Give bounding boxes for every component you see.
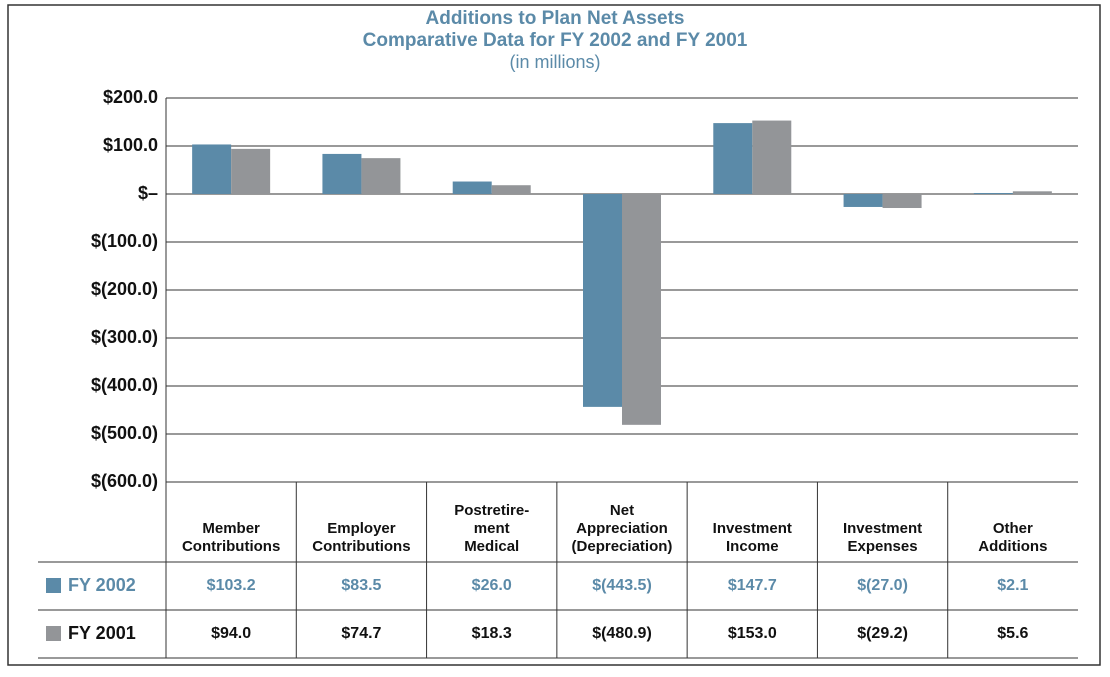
x-tick-label: Investment Expenses (842, 520, 923, 555)
value-label: $74.7 (341, 625, 382, 642)
bar (452, 181, 492, 194)
value-label: $18.3 (471, 625, 512, 642)
value-label: $(443.5) (592, 577, 652, 594)
y-tick-label: $– (137, 183, 158, 203)
bar (491, 185, 531, 194)
x-tick-label: Investment Income (712, 520, 792, 555)
bar (973, 192, 1013, 194)
frame (7, 4, 1101, 666)
x-tick-label: Net Appreciation (Depreciation) (571, 502, 673, 555)
legend-label: FY 2001 (68, 623, 136, 643)
bar (752, 120, 792, 194)
bar (231, 148, 271, 194)
y-tick-label: $200.0 (102, 87, 158, 107)
bar (583, 194, 622, 407)
bar (843, 194, 883, 207)
value-label: $2.1 (997, 577, 1029, 594)
chart-subtitle: Comparative Data for FY 2002 and FY 2001 (362, 30, 748, 51)
value-label: $(27.0) (857, 577, 908, 594)
bar (1012, 191, 1052, 194)
value-label: $147.7 (727, 577, 777, 594)
legend-swatch (46, 626, 61, 641)
x-tick-label: Member Contributions (181, 520, 281, 555)
value-label: $5.6 (997, 625, 1029, 642)
y-tick-label: $(100.0) (90, 231, 158, 251)
legend-swatch (46, 578, 61, 593)
value-label: $26.0 (471, 577, 512, 594)
bar (622, 194, 661, 425)
value-label: $(29.2) (857, 625, 908, 642)
y-tick-label: $(500.0) (90, 423, 158, 443)
value-label: $94.0 (211, 625, 252, 642)
value-label: $103.2 (206, 577, 256, 594)
bar (713, 123, 753, 194)
x-tick-label: Postretire- ment Medical (454, 502, 530, 555)
chart-title: Additions to Plan Net Assets (425, 8, 685, 29)
y-tick-label: $100.0 (102, 135, 158, 155)
y-tick-label: $(400.0) (90, 375, 158, 395)
y-tick-label: $(300.0) (90, 327, 158, 347)
bar (361, 158, 401, 194)
x-tick-label: Employer Contributions (312, 520, 411, 555)
unit-note: (in millions) (509, 52, 601, 72)
x-tick-label: Other Additions (978, 520, 1048, 555)
y-tick-label: $(600.0) (90, 471, 158, 491)
bar (882, 194, 922, 209)
value-label: $83.5 (341, 577, 382, 594)
bar (192, 144, 232, 194)
value-label: $153.0 (727, 625, 777, 642)
bar (322, 153, 362, 194)
y-tick-label: $(200.0) (90, 279, 158, 299)
legend-label: FY 2002 (68, 575, 136, 595)
value-label: $(480.9) (592, 625, 652, 642)
